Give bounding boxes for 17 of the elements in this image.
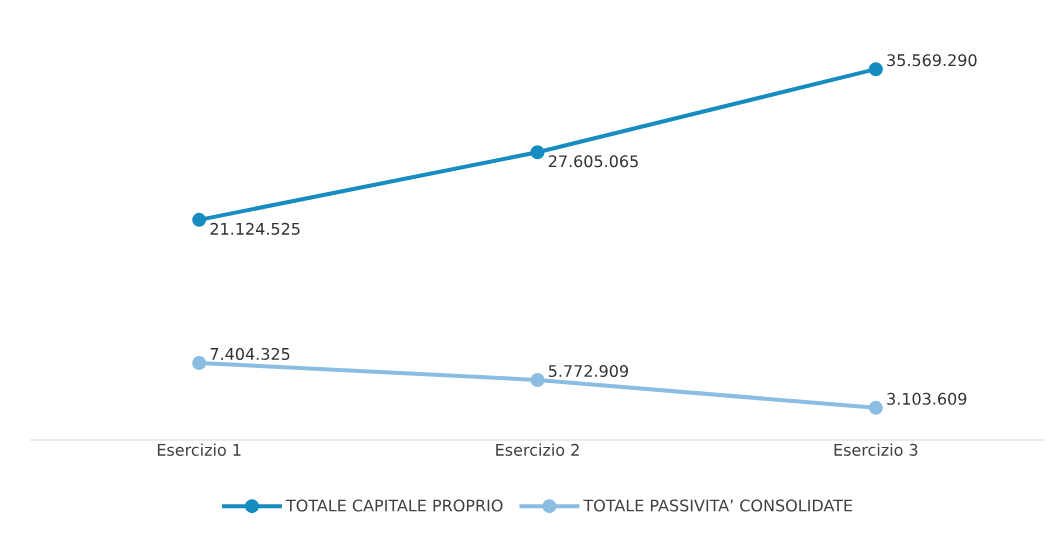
- legend-label: TOTALE PASSIVITA’ CONSOLIDATE: [583, 499, 853, 512]
- data-label: 27.605.065: [548, 155, 638, 168]
- data-label: 3.103.609: [887, 392, 967, 405]
- data-label: 21.124.525: [210, 222, 300, 235]
- legend-label: TOTALE CAPITALE PROPRIO: [285, 499, 503, 512]
- point: [192, 355, 207, 370]
- data-label: 5.772.909: [548, 364, 628, 378]
- x-tick-label: Esercizio 2: [496, 443, 579, 456]
- point: [530, 145, 545, 160]
- x-tick-label: Esercizio 1: [157, 443, 241, 456]
- point: [868, 400, 883, 415]
- point: [192, 212, 207, 227]
- data-label: 7.404.325: [210, 347, 290, 361]
- point: [530, 372, 545, 387]
- x-tick-label: Esercizio 3: [834, 443, 918, 456]
- data-label: 35.569.290: [887, 54, 977, 67]
- point: [868, 62, 883, 77]
